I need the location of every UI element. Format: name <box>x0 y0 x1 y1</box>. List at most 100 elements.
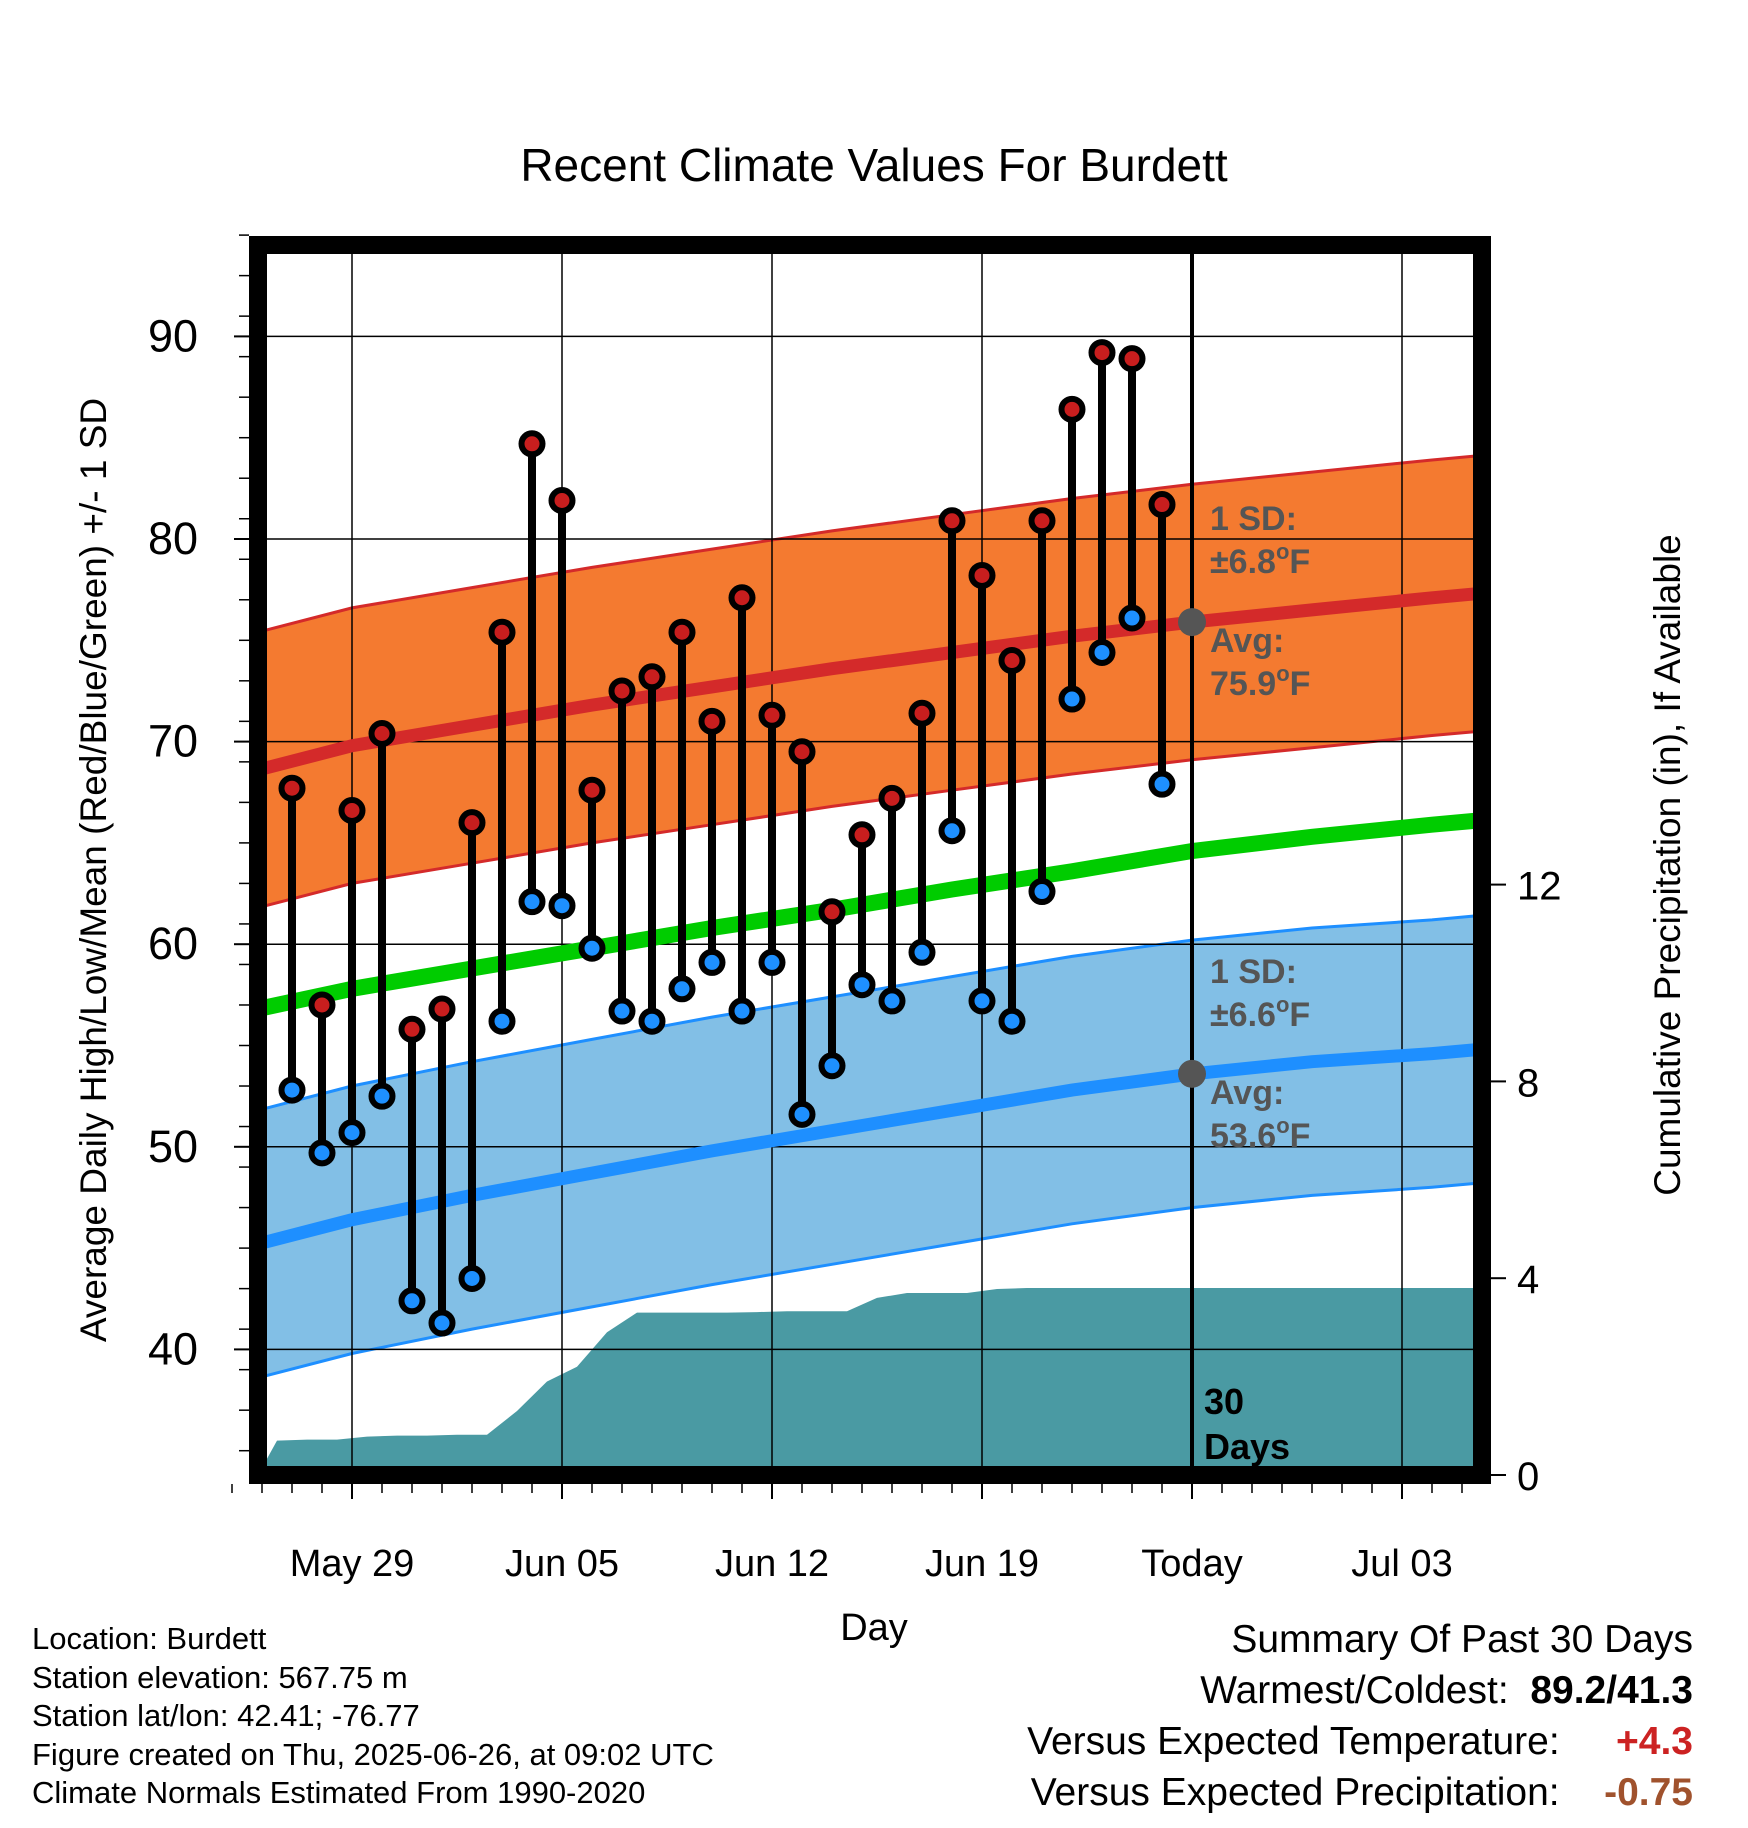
cumulative-precip-area <box>258 1288 1482 1475</box>
high-point <box>578 776 606 804</box>
low-point <box>668 975 696 1003</box>
high-sd-annotation-label: 1 SD: <box>1210 500 1297 538</box>
today-marker <box>1178 245 1206 1475</box>
high-avg-annotation-number: 75.9 <box>1210 665 1276 703</box>
high-point <box>608 677 636 705</box>
high-point <box>938 507 966 535</box>
precip-label: Versus Expected Precipitation: <box>1030 1771 1560 1814</box>
high-point <box>1028 507 1056 535</box>
temp-value: +4.3 <box>1616 1720 1693 1763</box>
temp-row: Versus Expected Temperature: +4.3 <box>1027 1716 1693 1767</box>
low-sd-annotation-value: ±6.6oF <box>1210 992 1310 1034</box>
high-point <box>428 995 456 1023</box>
high-avg-annotation-value: 75.9oF <box>1210 661 1310 703</box>
high-point <box>788 738 816 766</box>
high-sd-annotation-value: ±6.8oF <box>1210 539 1310 581</box>
low-point <box>308 1139 336 1167</box>
daily-data <box>278 339 1176 1337</box>
high-point <box>728 584 756 612</box>
y-tick-label: 80 <box>148 513 198 564</box>
high-point <box>1058 395 1086 423</box>
low-avg-annotation-value: 53.6oF <box>1210 1113 1310 1155</box>
temp-label: Versus Expected Temperature: <box>1027 1720 1560 1763</box>
y-tick-label: 40 <box>148 1323 198 1374</box>
high-point <box>848 821 876 849</box>
y2-axis-label: Cumulative Precipitation (in), If Availa… <box>1647 534 1688 1196</box>
low-point <box>968 987 996 1015</box>
low-point <box>728 997 756 1025</box>
high-point <box>278 774 306 802</box>
period-label-number: 30 <box>1204 1381 1244 1422</box>
low-avg-annotation-degree: o <box>1276 1113 1289 1138</box>
y-tick-label: 90 <box>148 310 198 361</box>
low-point <box>1028 878 1056 906</box>
elevation-text: Station elevation: 567.75 m <box>32 1659 408 1695</box>
location-text: Location: Burdett <box>32 1621 267 1656</box>
y-tick-label: 60 <box>148 918 198 969</box>
high-sd-annotation: 1 SD:±6.8oF <box>1210 500 1310 581</box>
high-point <box>698 707 726 735</box>
high-avg-annotation: Avg:75.9oF <box>1210 622 1310 703</box>
grid <box>258 245 1482 1475</box>
y2-tick-label: 0 <box>1517 1455 1539 1499</box>
high-point <box>398 1015 426 1043</box>
high-sd-annotation-unit: F <box>1289 543 1310 581</box>
low-point <box>398 1287 426 1315</box>
period-label-unit: Days <box>1204 1426 1290 1467</box>
normal-high-line <box>256 587 1478 777</box>
plot-border <box>249 236 1491 1484</box>
low-point <box>368 1082 396 1110</box>
high-point <box>638 663 666 691</box>
summary-panel: Summary Of Past 30 Days Warmest/Coldest:… <box>1027 1614 1693 1818</box>
high-point <box>458 809 486 837</box>
low-point <box>458 1264 486 1292</box>
low-point <box>608 997 636 1025</box>
high-point <box>488 618 516 646</box>
x-tick-label: Jun 19 <box>925 1543 1039 1585</box>
high-point <box>998 647 1026 675</box>
low-point <box>278 1076 306 1104</box>
low-point <box>638 1007 666 1035</box>
latlon-text: Station lat/lon: 42.41; -76.77 <box>32 1698 420 1733</box>
high-point <box>308 991 336 1019</box>
low-sd-annotation-label: 1 SD: <box>1210 953 1297 991</box>
high-point <box>758 701 786 729</box>
high-point <box>878 784 906 812</box>
normal-low-line <box>256 1043 1478 1251</box>
plot-frame <box>249 236 1491 1484</box>
low-avg-annotation-label: Avg: <box>1210 1074 1284 1112</box>
low-sd-annotation-unit: F <box>1289 996 1310 1034</box>
x-tick-label: May 29 <box>290 1543 415 1585</box>
warm-cold-value: 89.2/41.3 <box>1530 1669 1693 1712</box>
low-point <box>1088 638 1116 666</box>
chart-title: Recent Climate Values For Burdett <box>520 139 1228 191</box>
high-point <box>1088 339 1116 367</box>
x-tick-label: Today <box>1141 1543 1242 1585</box>
low-point <box>548 892 576 920</box>
low-sd-annotation-number: ±6.6 <box>1210 996 1276 1034</box>
high-point <box>1148 491 1176 519</box>
y-tick-label: 50 <box>148 1121 198 1172</box>
chart-text: Recent Climate Values For Burdett Day Aver… <box>73 139 1688 1649</box>
low-point <box>338 1119 366 1147</box>
high-avg-annotation-unit: F <box>1290 665 1311 703</box>
low-point <box>818 1052 846 1080</box>
low-avg-annotation-number: 53.6 <box>1210 1117 1276 1155</box>
low-point <box>428 1309 456 1337</box>
high-point <box>908 699 936 727</box>
today-high-avg-dot <box>1178 608 1206 637</box>
low-avg-annotation: Avg:53.6oF <box>1210 1074 1310 1155</box>
high-avg-annotation-degree: o <box>1276 661 1289 686</box>
low-sd-annotation-degree: o <box>1276 992 1289 1017</box>
low-sd-annotation: 1 SD:±6.6oF <box>1210 953 1310 1034</box>
high-sd-annotation-degree: o <box>1276 539 1289 564</box>
low-point <box>908 938 936 966</box>
low-point <box>788 1100 816 1128</box>
precip-row: Versus Expected Precipitation: -0.75 <box>1027 1767 1693 1818</box>
today-low-avg-dot <box>1178 1059 1206 1088</box>
low-point <box>878 987 906 1015</box>
low-point <box>518 888 546 916</box>
low-point <box>1058 685 1086 713</box>
low-point <box>1118 604 1146 632</box>
high-point <box>338 796 366 824</box>
